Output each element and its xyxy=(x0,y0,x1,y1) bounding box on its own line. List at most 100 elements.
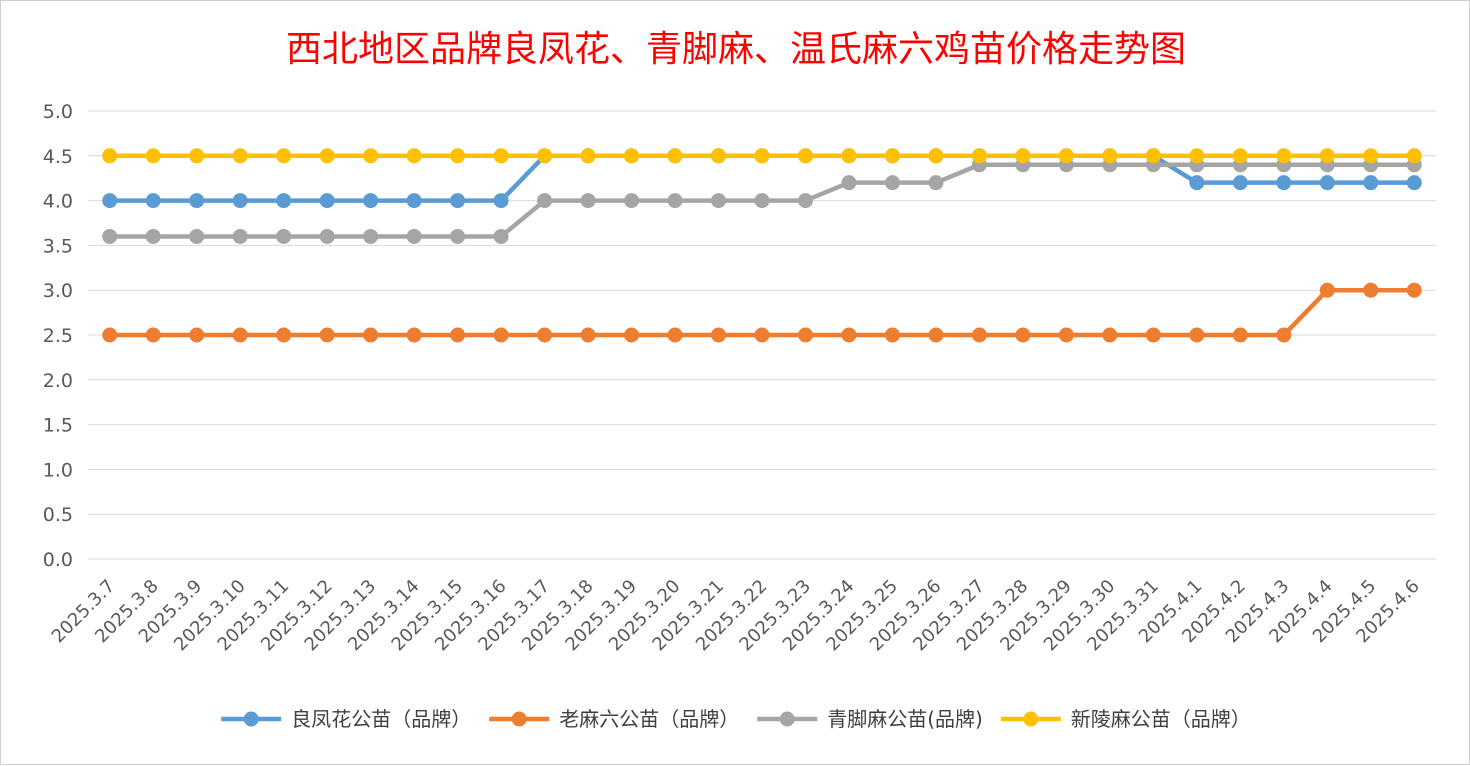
data-point xyxy=(928,175,944,191)
legend-item-2: 老麻六公苗（品牌） xyxy=(489,707,739,731)
data-point xyxy=(1232,175,1248,191)
data-point xyxy=(493,148,509,164)
data-point xyxy=(363,148,379,164)
data-point xyxy=(102,148,118,164)
data-point xyxy=(971,327,987,343)
data-point xyxy=(1319,175,1335,191)
data-point xyxy=(1145,148,1161,164)
data-point xyxy=(319,148,335,164)
y-tick-label: 2.5 xyxy=(43,325,73,347)
data-point xyxy=(1015,327,1031,343)
data-point xyxy=(537,148,553,164)
series-2 xyxy=(102,282,1422,343)
data-point xyxy=(493,327,509,343)
data-point xyxy=(841,148,857,164)
data-point xyxy=(884,175,900,191)
data-point xyxy=(232,228,248,244)
data-point xyxy=(450,228,466,244)
data-point xyxy=(319,193,335,209)
series-lines xyxy=(102,148,1422,343)
data-point xyxy=(406,228,422,244)
data-point xyxy=(754,193,770,209)
data-point xyxy=(1276,148,1292,164)
data-point xyxy=(1363,175,1379,191)
data-point xyxy=(450,327,466,343)
data-point xyxy=(841,327,857,343)
y-tick-label: 4.0 xyxy=(43,191,73,213)
data-point xyxy=(406,193,422,209)
legend-item-3: 青脚麻公苗(品牌) xyxy=(757,707,983,731)
data-point xyxy=(711,148,727,164)
data-point xyxy=(1319,282,1335,298)
data-point xyxy=(276,148,292,164)
data-point xyxy=(102,327,118,343)
data-point xyxy=(711,193,727,209)
y-axis-ticks: 0.0 0.5 1.0 1.5 2.0 2.5 3.0 3.5 4.0 4.5 5.0 xyxy=(43,101,73,571)
data-point xyxy=(580,193,596,209)
legend-item-1: 良凤花公苗（品牌） xyxy=(221,707,471,731)
data-point xyxy=(232,193,248,209)
data-point xyxy=(145,327,161,343)
data-point xyxy=(1319,148,1335,164)
data-point xyxy=(450,193,466,209)
y-tick-label: 2.0 xyxy=(43,370,73,392)
data-point xyxy=(102,193,118,209)
data-point xyxy=(1406,282,1422,298)
data-point xyxy=(276,228,292,244)
data-point xyxy=(667,327,683,343)
data-point xyxy=(189,327,205,343)
data-point xyxy=(450,148,466,164)
data-point xyxy=(1363,282,1379,298)
data-point xyxy=(363,327,379,343)
legend-swatch-marker xyxy=(1023,711,1039,727)
data-point xyxy=(711,327,727,343)
y-tick-label: 0.0 xyxy=(43,549,73,571)
data-point xyxy=(363,193,379,209)
data-point xyxy=(189,228,205,244)
y-tick-label: 1.5 xyxy=(43,415,73,437)
data-point xyxy=(580,327,596,343)
data-point xyxy=(1276,327,1292,343)
data-point xyxy=(319,228,335,244)
data-point xyxy=(1189,148,1205,164)
data-point xyxy=(971,148,987,164)
y-tick-label: 3.0 xyxy=(43,280,73,302)
data-point xyxy=(363,228,379,244)
data-point xyxy=(754,148,770,164)
data-point xyxy=(1189,327,1205,343)
y-tick-label: 0.5 xyxy=(43,504,73,526)
data-point xyxy=(1232,327,1248,343)
legend-label: 良凤花公苗（品牌） xyxy=(291,707,471,731)
data-point xyxy=(189,193,205,209)
data-point xyxy=(232,148,248,164)
data-point xyxy=(884,148,900,164)
data-point xyxy=(1102,327,1118,343)
legend-item-4: 新陵麻公苗（品牌） xyxy=(1000,707,1251,731)
y-tick-label: 5.0 xyxy=(43,101,73,123)
y-tick-label: 4.5 xyxy=(43,146,73,168)
data-point xyxy=(1058,148,1074,164)
data-point xyxy=(232,327,248,343)
data-point xyxy=(1145,327,1161,343)
series-4 xyxy=(102,148,1422,164)
data-point xyxy=(102,228,118,244)
x-axis-ticks: 2025.3.72025.3.82025.3.92025.3.102025.3.… xyxy=(48,576,1424,656)
data-point xyxy=(406,148,422,164)
data-point xyxy=(1189,175,1205,191)
y-tick-label: 3.5 xyxy=(43,235,73,257)
data-point xyxy=(928,148,944,164)
legend-label: 青脚麻公苗(品牌) xyxy=(827,707,983,731)
legend-swatch-marker xyxy=(779,711,795,727)
data-point xyxy=(276,327,292,343)
data-point xyxy=(145,193,161,209)
data-point xyxy=(1232,148,1248,164)
data-point xyxy=(189,148,205,164)
legend: 良凤花公苗（品牌） 老麻六公苗（品牌） 青脚麻公苗(品牌) 新陵麻公苗（品牌） xyxy=(221,707,1251,731)
legend-label: 新陵麻公苗（品牌） xyxy=(1071,707,1251,731)
data-point xyxy=(624,148,640,164)
data-point xyxy=(1406,148,1422,164)
data-point xyxy=(319,327,335,343)
data-point xyxy=(1406,175,1422,191)
